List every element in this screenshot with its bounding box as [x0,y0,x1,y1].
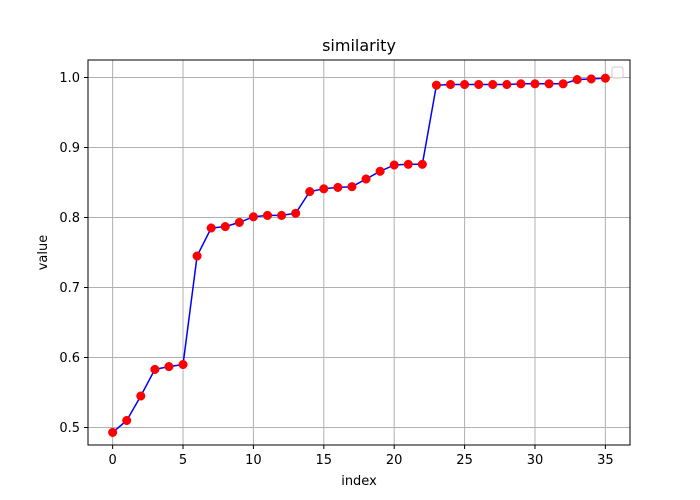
x-tick-label: 5 [179,453,187,468]
data-point [558,79,568,89]
data-point [431,80,441,90]
x-tick-label: 35 [597,453,614,468]
data-point [262,210,273,220]
x-tick-label: 0 [108,453,116,468]
data-point [192,251,202,261]
x-tick-label: 20 [386,453,403,468]
data-point [572,75,582,85]
data-point [530,79,540,89]
data-point [220,222,230,232]
data-point [502,79,512,90]
x-axis: 0 5 10 15 20 25 30 35 [108,445,614,468]
data-point [136,391,146,401]
x-tick-label: 10 [245,453,262,468]
y-tick-label: 0.5 [59,421,80,436]
data-point [516,79,526,89]
data-point [445,79,456,90]
data-point [333,182,343,192]
data-point [361,174,371,184]
data-point [178,359,188,370]
data-point [347,182,357,192]
y-axis: 0.5 0.6 0.7 0.8 0.9 1.0 [59,71,88,436]
data-point [319,184,329,194]
data-point [403,159,413,169]
series-group [108,73,610,437]
plot-frame [87,59,631,446]
y-tick-label: 0.8 [59,211,80,226]
data-point [234,217,244,227]
data-point [600,73,610,83]
data-point [277,210,287,220]
data-point [122,415,132,426]
y-tick-label: 0.6 [59,351,80,366]
y-tick-label: 1.0 [59,71,80,86]
x-axis-title: index [341,474,377,489]
data-point [389,160,399,170]
y-axis-title: value [36,235,51,271]
data-point [375,166,385,176]
data-point [108,427,118,437]
data-point [488,79,498,90]
grid [88,60,630,445]
data-point [417,159,427,169]
data-point [206,223,216,233]
y-tick-label: 0.9 [59,141,80,156]
data-point [305,187,315,197]
data-point [248,212,258,222]
data-point [150,364,160,374]
y-tick-label: 0.7 [59,281,80,296]
x-tick-label: 30 [527,453,544,468]
plot-area [88,60,630,445]
data-point [164,362,174,372]
data-point [474,79,484,90]
x-tick-label: 25 [456,453,473,468]
legend [611,66,624,79]
x-tick-label: 15 [316,453,333,468]
data-point [291,208,301,218]
data-point [544,79,554,89]
chart-title: similarity [322,36,396,55]
data-point [460,79,470,90]
data-point [586,74,596,84]
